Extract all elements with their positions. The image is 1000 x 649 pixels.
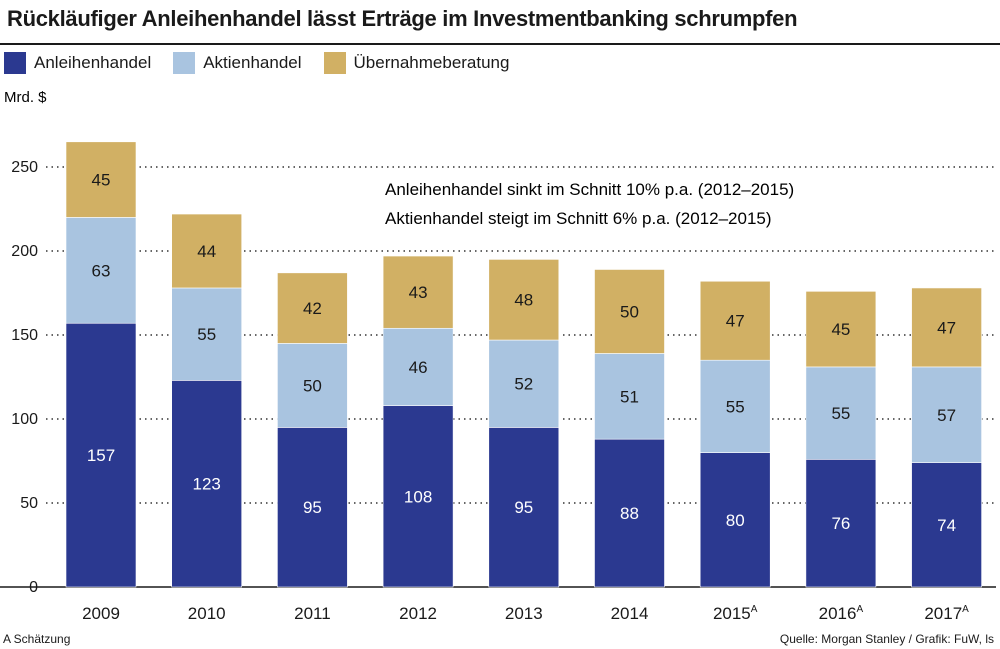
y-tick-label-50: 50 <box>20 495 38 512</box>
data-label-uebernahme-2012: 43 <box>409 283 428 302</box>
annotation-anleihenhandel: Anleihenhandel sinkt im Schnitt 10% p.a.… <box>385 180 794 199</box>
y-tick-label-200: 200 <box>11 243 38 260</box>
data-label-aktien-2017: 57 <box>937 406 956 425</box>
x-tick-label-2009: 2009 <box>82 604 120 623</box>
x-tick-label-2016: 2016A <box>819 604 864 623</box>
data-label-aktien-2014: 51 <box>620 387 639 406</box>
legend: Anleihenhandel Aktienhandel Übernahmeber… <box>4 52 531 74</box>
data-label-aktien-2011: 50 <box>303 376 322 395</box>
y-axis-label: Mrd. $ <box>4 89 47 106</box>
x-tick-footnote-marker: A <box>751 604 758 615</box>
data-label-uebernahme-2017: 47 <box>937 318 956 337</box>
data-label-anleihen-2016: 76 <box>831 514 850 533</box>
legend-label-anleihenhandel: Anleihenhandel <box>34 53 152 72</box>
legend-item-uebernahmeberatung: Übernahmeberatung <box>323 52 510 74</box>
bar-uebernahme-2012 <box>382 255 454 329</box>
chart-title: Rückläufiger Anleihenhandel lässt Erträg… <box>7 6 798 31</box>
x-tick-label-2012: 2012 <box>399 604 437 623</box>
data-label-uebernahme-2013: 48 <box>514 291 533 310</box>
legend-label-uebernahmeberatung: Übernahmeberatung <box>353 53 510 72</box>
bar-aktien-2013 <box>488 339 560 428</box>
bar-aktien-2011 <box>277 343 348 428</box>
data-label-uebernahme-2011: 42 <box>303 299 322 318</box>
data-label-anleihen-2010: 123 <box>193 475 221 494</box>
bar-aktien-2017 <box>911 366 982 463</box>
x-tick-label-2014: 2014 <box>611 604 649 623</box>
bar-uebernahme-2009 <box>65 141 137 218</box>
x-tick-footnote-marker: A <box>962 604 969 615</box>
bar-uebernahme-2016 <box>805 291 877 368</box>
data-label-uebernahme-2016: 45 <box>831 320 850 339</box>
data-label-anleihen-2014: 88 <box>620 504 639 523</box>
y-tick-label-150: 150 <box>11 327 38 344</box>
title-rule <box>0 43 1000 45</box>
legend-label-aktienhandel: Aktienhandel <box>203 53 302 72</box>
legend-swatch-uebernahmeberatung <box>323 52 346 74</box>
bar-aktien-2010 <box>171 287 242 381</box>
data-label-uebernahme-2015: 47 <box>726 312 745 331</box>
bar-aktien-2012 <box>382 327 454 406</box>
data-label-anleihen-2011: 95 <box>303 498 322 517</box>
bar-aktien-2015 <box>699 359 771 453</box>
data-label-aktien-2010: 55 <box>197 325 216 344</box>
x-tick-label-2010: 2010 <box>188 604 226 623</box>
bar-uebernahme-2011 <box>277 272 348 344</box>
x-tick-label-2013: 2013 <box>505 604 543 623</box>
bar-uebernahme-2014 <box>594 269 665 354</box>
bar-anleihen-2011 <box>277 427 348 588</box>
legend-swatch-anleihenhandel <box>4 52 26 74</box>
data-label-uebernahme-2014: 50 <box>620 302 639 321</box>
data-label-aktien-2015: 55 <box>726 397 745 416</box>
bar-aktien-2016 <box>805 366 877 460</box>
bar-aktien-2014 <box>594 353 665 440</box>
bar-uebernahme-2017 <box>911 287 982 368</box>
legend-item-anleihenhandel: Anleihenhandel <box>4 52 151 74</box>
data-label-aktien-2013: 52 <box>514 375 533 394</box>
bar-uebernahme-2010 <box>171 213 242 289</box>
bar-anleihen-2014 <box>594 438 665 588</box>
data-label-anleihen-2015: 80 <box>726 511 745 530</box>
x-tick-label-2015: 2015A <box>713 604 758 623</box>
bar-anleihen-2009 <box>65 322 137 588</box>
data-label-anleihen-2012: 108 <box>404 487 432 506</box>
data-label-aktien-2009: 63 <box>92 261 111 280</box>
bar-anleihen-2015 <box>699 452 771 588</box>
bar-anleihen-2016 <box>805 459 877 588</box>
bar-anleihen-2010 <box>171 380 242 588</box>
y-tick-label-0: 0 <box>29 579 38 596</box>
x-tick-label-2017: 2017A <box>924 604 969 623</box>
bars-layer <box>65 141 982 588</box>
bar-anleihen-2017 <box>911 462 982 588</box>
x-tick-footnote-marker: A <box>856 604 863 615</box>
data-label-aktien-2012: 46 <box>409 358 428 377</box>
data-label-uebernahme-2010: 44 <box>197 242 216 261</box>
chart-plot: Mrd. $ 0 50 100 150 200 250 157 63 45 2009 123 55 4… <box>0 89 996 623</box>
data-label-uebernahme-2009: 45 <box>92 171 111 190</box>
legend-item-aktienhandel: Aktienhandel <box>173 52 302 74</box>
labels-layer: 157 63 45 2009 123 55 44 2010 95 50 42 2011 108 46 43 2… <box>82 171 969 623</box>
bar-uebernahme-2015 <box>699 280 771 361</box>
legend-swatch-aktienhandel <box>173 52 196 74</box>
y-tick-label-100: 100 <box>11 411 38 428</box>
bar-aktien-2009 <box>65 217 137 324</box>
data-label-anleihen-2009: 157 <box>87 446 115 465</box>
annotation-aktienhandel: Aktienhandel steigt im Schnitt 6% p.a. (… <box>385 209 772 228</box>
data-label-anleihen-2013: 95 <box>514 498 533 517</box>
x-tick-label-2011: 2011 <box>294 604 331 623</box>
bar-anleihen-2013 <box>488 427 560 588</box>
source-credit: Quelle: Morgan Stanley / Grafik: FuW, ls <box>779 632 994 646</box>
footnote: A Schätzung <box>3 632 71 646</box>
data-label-aktien-2016: 55 <box>831 404 850 423</box>
y-tick-label-250: 250 <box>11 159 38 176</box>
data-label-anleihen-2017: 74 <box>937 516 956 535</box>
bar-uebernahme-2013 <box>488 259 560 341</box>
bar-anleihen-2012 <box>382 405 454 588</box>
